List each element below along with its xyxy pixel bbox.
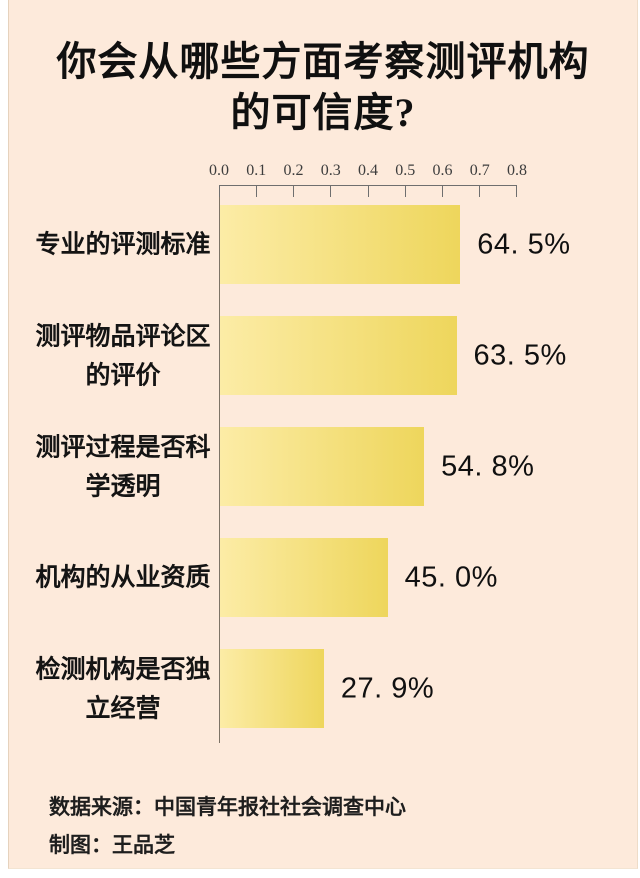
x-axis-ruler bbox=[219, 185, 517, 198]
chart-title-line-2: 的可信度? bbox=[230, 90, 416, 136]
bar-rows: 专业的评测标准 64. 5% 测评物品评论区的评价 63. 5% 测评过程是否科学透明 5… bbox=[35, 197, 570, 744]
value-label: 63. 5% bbox=[473, 339, 567, 372]
ruler-cell bbox=[256, 186, 293, 198]
credit-text: 制图：王品芝 bbox=[49, 834, 175, 858]
bar-row: 专业的评测标准 64. 5% bbox=[35, 205, 570, 285]
ruler-cell bbox=[441, 186, 479, 198]
bar bbox=[220, 205, 461, 285]
x-tick-label: 0.1 bbox=[246, 162, 267, 180]
x-tick-label: 0.5 bbox=[395, 162, 416, 180]
ruler-cell bbox=[330, 186, 367, 198]
value-label: 27. 9% bbox=[340, 672, 435, 705]
ruler-cell bbox=[478, 186, 517, 198]
x-tick-label: 0.3 bbox=[320, 162, 341, 180]
chart-title-line-1: 你会从哪些方面考察测评机构 bbox=[56, 39, 590, 84]
ruler-cell bbox=[293, 186, 330, 198]
category-label: 测评过程是否科学透明 bbox=[35, 433, 211, 500]
ruler-cell bbox=[367, 186, 405, 198]
value-label: 45. 0% bbox=[404, 561, 498, 594]
bar-row: 测评物品评论区的评价 63. 5% bbox=[35, 316, 566, 396]
infographic-card: 你会从哪些方面考察测评机构 的可信度? 0.0 0.1 0.2 0.3 0.4 0.5 0.6… bbox=[8, 0, 638, 869]
footer: 数据来源：中国青年报社社会调查中心 制图：王品芝 bbox=[49, 789, 637, 865]
category-label: 测评物品评论区的评价 bbox=[35, 322, 211, 389]
bar-row: 测评过程是否科学透明 54. 8% bbox=[35, 427, 534, 507]
data-source-text: 数据来源：中国青年报社社会调查中心 bbox=[49, 796, 406, 820]
category-label: 机构的从业资质 bbox=[35, 563, 211, 592]
bar-row: 检测机构是否独立经营 27. 9% bbox=[35, 649, 518, 729]
bar bbox=[220, 316, 457, 396]
category-label: 检测机构是否独立经营 bbox=[35, 655, 211, 722]
ruler-cell bbox=[219, 186, 256, 198]
x-axis-tick-labels: 0.0 0.1 0.2 0.3 0.4 0.5 0.6 0.7 0.8 bbox=[209, 162, 527, 182]
value-label: 64. 5% bbox=[477, 228, 571, 261]
x-tick-label: 0.4 bbox=[358, 162, 378, 180]
category-label: 专业的评测标准 bbox=[35, 230, 211, 259]
bar bbox=[220, 649, 324, 729]
x-tick-label: 0.6 bbox=[432, 162, 453, 180]
x-tick-label: 0.8 bbox=[507, 162, 527, 180]
bar-row: 机构的从业资质 45. 0% bbox=[35, 538, 518, 618]
ruler-cell bbox=[404, 186, 442, 198]
x-tick-label: 0.0 bbox=[209, 162, 229, 180]
bar bbox=[220, 427, 425, 507]
chart-title: 你会从哪些方面考察测评机构 的可信度? bbox=[21, 36, 625, 138]
value-label: 54. 8% bbox=[441, 450, 535, 483]
x-tick-label: 0.7 bbox=[469, 162, 490, 180]
x-tick-label: 0.2 bbox=[283, 162, 304, 180]
bar-chart: 0.0 0.1 0.2 0.3 0.4 0.5 0.6 0.7 0.8 专业的评测标准 64. 5… bbox=[9, 162, 637, 744]
bar bbox=[220, 538, 388, 618]
